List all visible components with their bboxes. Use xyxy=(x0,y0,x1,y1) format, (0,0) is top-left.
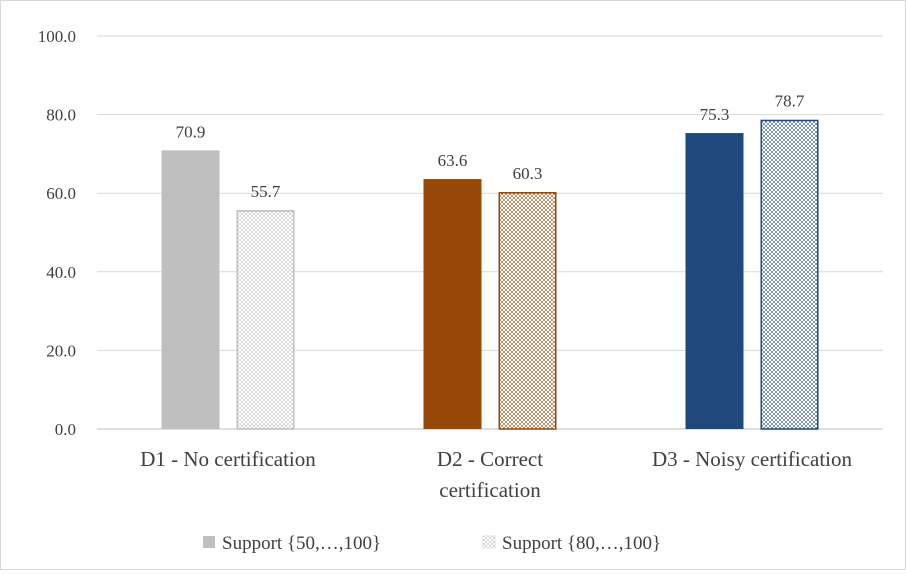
bar xyxy=(498,192,557,430)
legend: Support {50,…,100} Support {80,…,100} xyxy=(203,533,661,554)
bar xyxy=(161,150,220,429)
legend-swatch xyxy=(482,535,496,549)
legend-item: Support {80,…,100} xyxy=(482,533,661,554)
legend-item: Support {50,…,100} xyxy=(203,533,381,554)
data-label: 60.3 xyxy=(513,164,543,183)
y-tick-label: 20.0 xyxy=(46,341,76,360)
data-label: 78.7 xyxy=(775,92,805,111)
bars xyxy=(161,119,819,430)
category-labels: D1 - No certification D2 - Correct certifi… xyxy=(140,447,852,502)
y-tick-label: 0.0 xyxy=(55,420,76,439)
category-label: D1 - No certification xyxy=(140,447,316,471)
category-label: D3 - Noisy certification xyxy=(652,447,853,471)
bar xyxy=(760,119,819,430)
data-label: 63.6 xyxy=(438,151,468,170)
legend-label: Support {80,…,100} xyxy=(502,533,661,554)
legend-swatch xyxy=(203,536,215,548)
gridlines xyxy=(97,35,883,430)
bar xyxy=(423,179,482,429)
y-tick-label: 60.0 xyxy=(46,184,76,203)
bar xyxy=(236,210,295,430)
data-label: 55.7 xyxy=(251,182,281,201)
y-tick-label: 100.0 xyxy=(38,27,76,46)
y-tick-label: 80.0 xyxy=(46,106,76,125)
y-axis-tick-labels: 0.0 20.0 40.0 60.0 80.0 100.0 xyxy=(38,27,76,439)
bar xyxy=(685,133,744,430)
data-labels: 70.9 63.6 75.3 55.7 60.3 78.7 xyxy=(176,92,805,201)
data-label: 75.3 xyxy=(700,105,730,124)
category-label: D2 - Correct certification xyxy=(437,447,543,502)
legend-label: Support {50,…,100} xyxy=(222,533,381,554)
y-tick-label: 40.0 xyxy=(46,263,76,282)
data-label: 70.9 xyxy=(176,122,206,141)
